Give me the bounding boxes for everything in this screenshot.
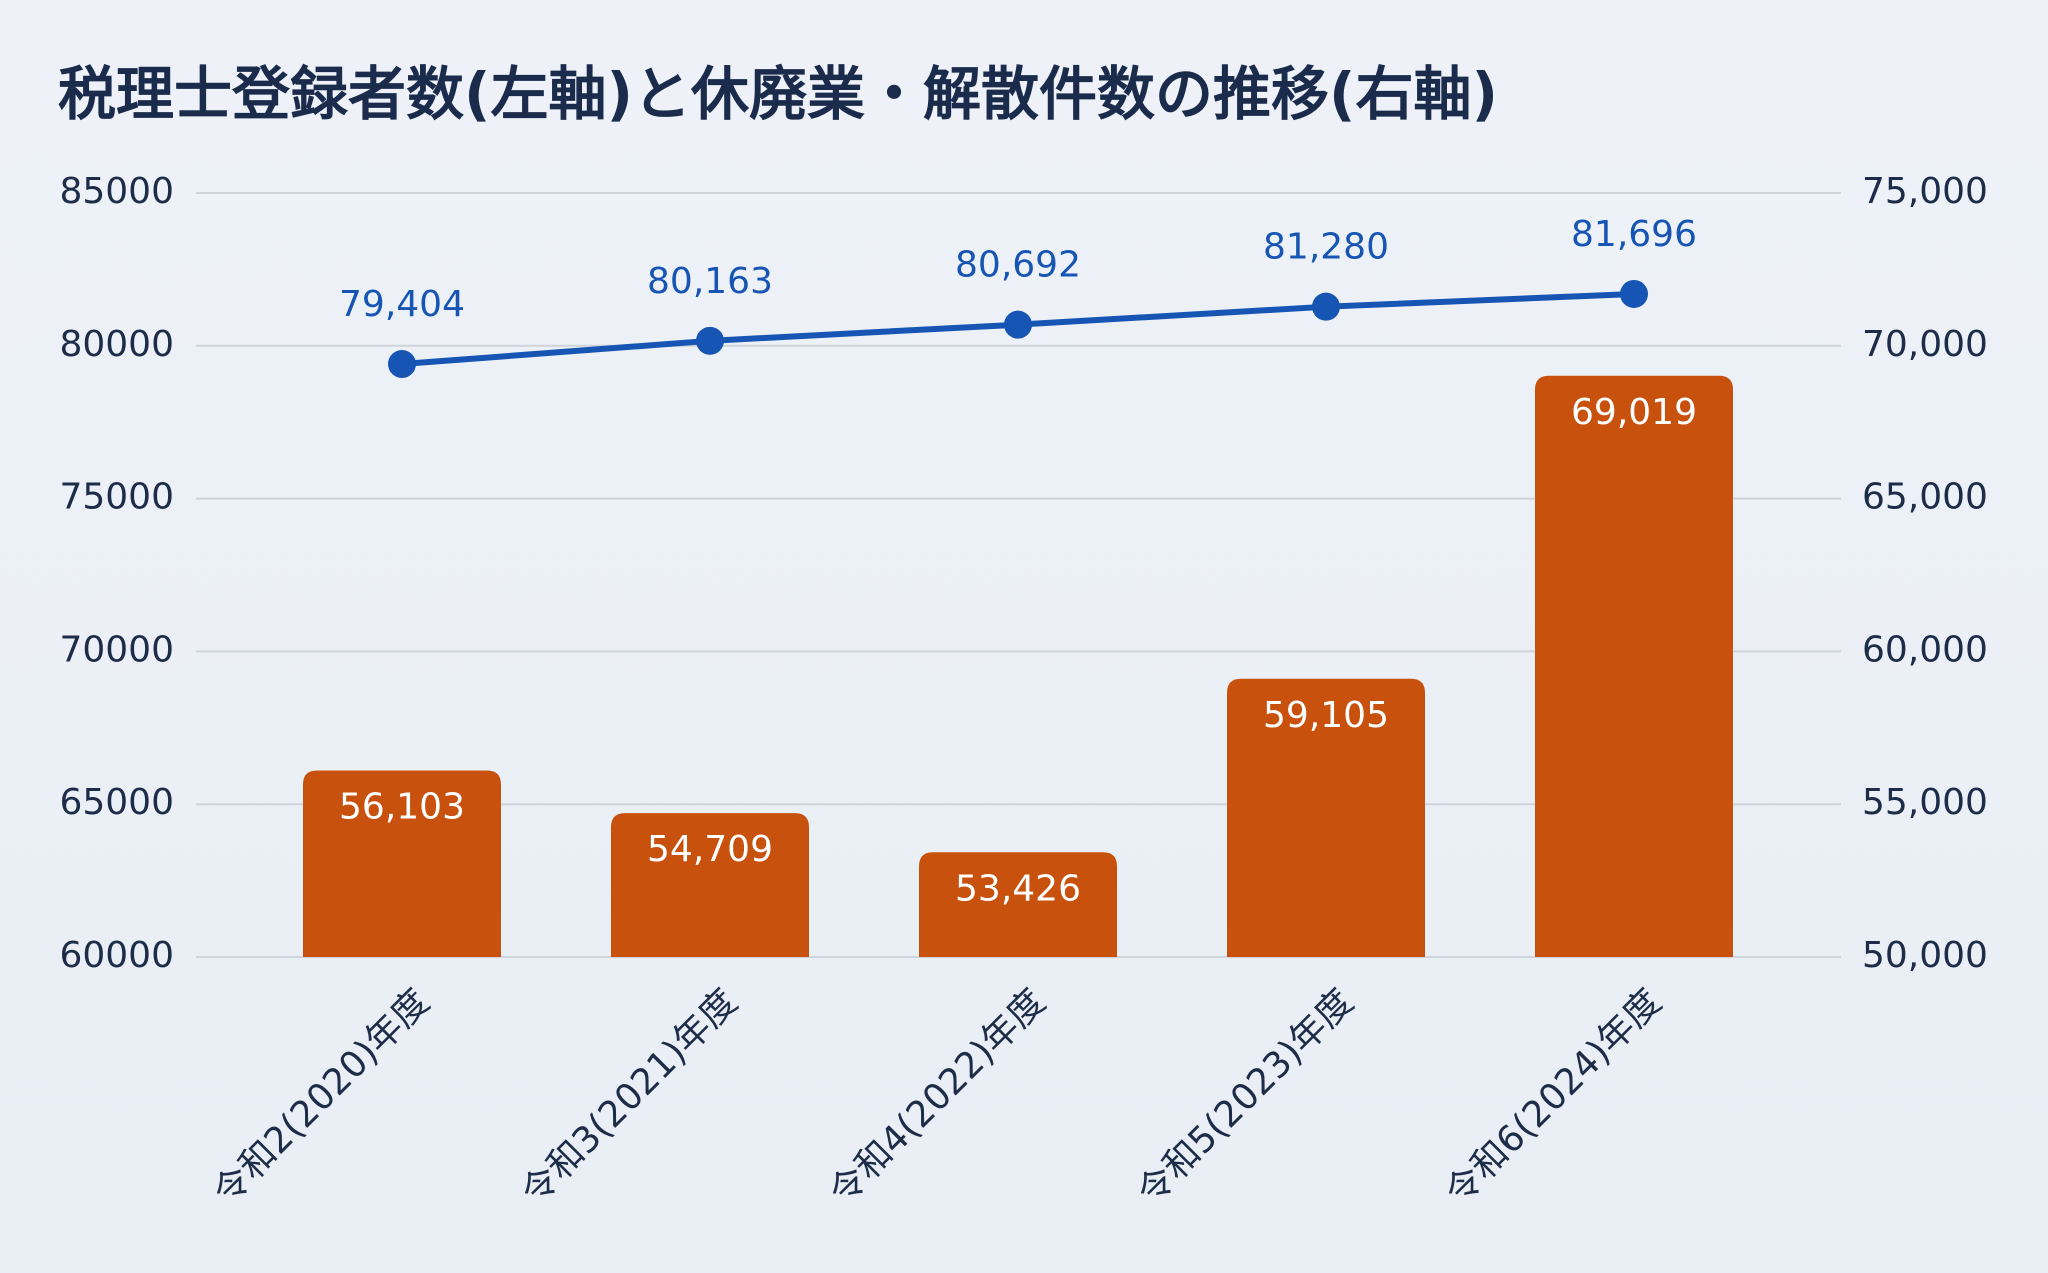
- y-tick-label: 80000: [59, 324, 174, 365]
- line-value-label: 81,696: [1571, 214, 1697, 255]
- bar: [303, 770, 501, 957]
- x-tick-label: 令和2(2020)年度: [206, 981, 438, 1213]
- bar-value-label: 56,103: [339, 786, 465, 827]
- bar-value-label: 53,426: [955, 868, 1081, 909]
- bar: [1535, 375, 1733, 957]
- line-marker: [388, 350, 416, 379]
- y2-tick-label: 65,000: [1862, 477, 1988, 518]
- y-tick-label: 75000: [59, 477, 174, 518]
- y2-tick-label: 50,000: [1862, 935, 1988, 976]
- bar-value-label: 54,709: [647, 829, 773, 870]
- line-value-label: 79,404: [339, 284, 465, 325]
- x-tick-label: 令和4(2022)年度: [822, 981, 1054, 1213]
- bar-value-label: 69,019: [1571, 392, 1697, 433]
- line-marker: [1004, 310, 1032, 339]
- line-marker: [1620, 279, 1648, 308]
- x-tick-label: 令和5(2023)年度: [1130, 981, 1362, 1213]
- bar: [611, 813, 809, 957]
- line-value-label: 80,163: [647, 261, 773, 302]
- y-tick-label: 70000: [59, 629, 174, 670]
- y2-tick-label: 75,000: [1862, 171, 1988, 212]
- y-tick-label: 85000: [59, 171, 174, 212]
- x-tick-label: 令和6(2024)年度: [1438, 981, 1670, 1213]
- bar-value-label: 59,105: [1263, 695, 1389, 736]
- line-value-label: 80,692: [955, 245, 1081, 286]
- line-marker: [696, 326, 724, 355]
- y2-tick-label: 70,000: [1862, 324, 1988, 365]
- y2-tick-label: 55,000: [1862, 782, 1988, 823]
- bar: [919, 852, 1117, 957]
- x-tick-label: 令和3(2021)年度: [514, 981, 746, 1213]
- chart-title: 税理士登録者数(左軸)と休廃業・解散件数の推移(右軸): [58, 60, 1498, 128]
- y-tick-label: 60000: [59, 935, 174, 976]
- y2-tick-label: 60,000: [1862, 629, 1988, 670]
- y-tick-label: 65000: [59, 782, 174, 823]
- bar: [1227, 678, 1425, 957]
- line-marker: [1312, 292, 1340, 321]
- line-value-label: 81,280: [1263, 227, 1389, 268]
